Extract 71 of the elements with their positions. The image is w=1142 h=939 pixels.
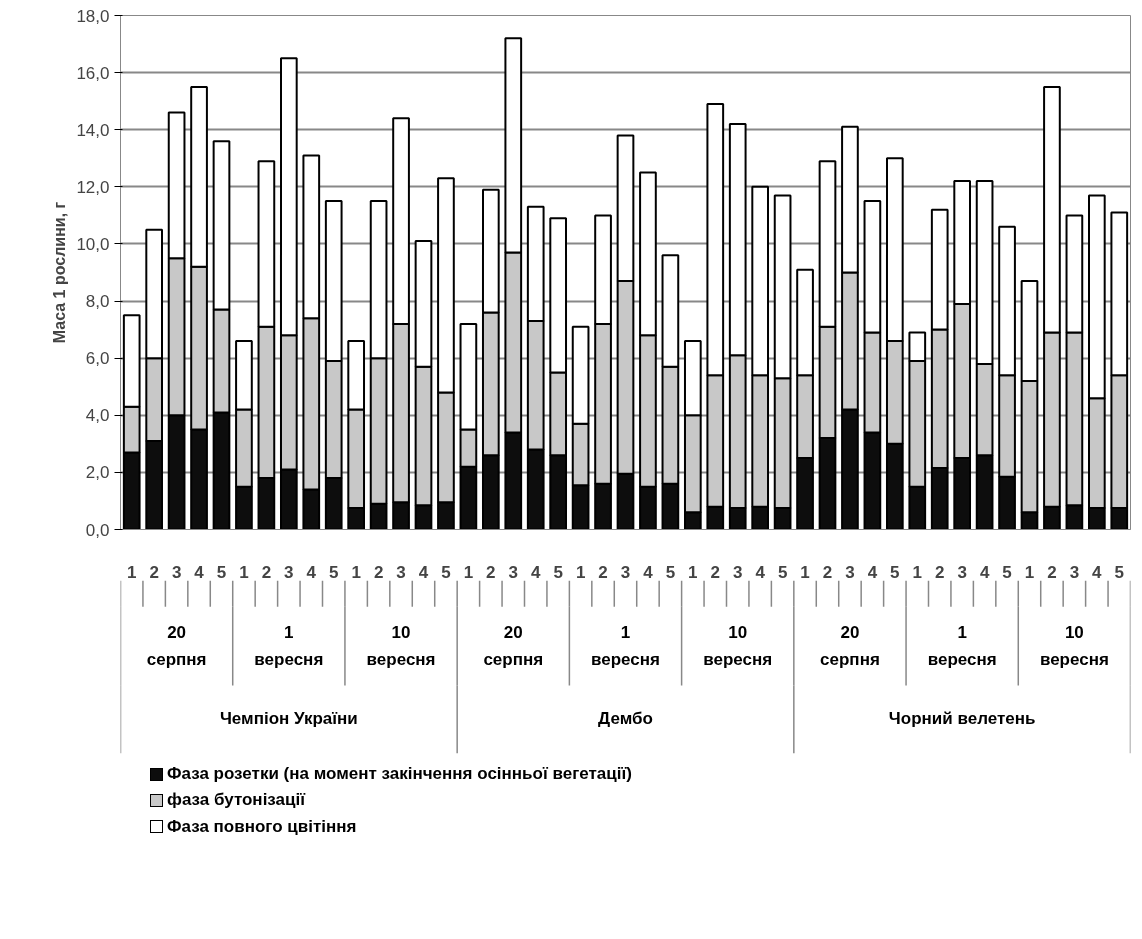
x-tick-label: 5 — [216, 562, 227, 582]
x-tick-label: 2 — [822, 562, 833, 582]
x-tick-label: 1 — [463, 562, 474, 582]
x-tick-label: 5 — [441, 562, 451, 582]
x-tick-label: 3 — [1069, 562, 1080, 582]
x-tick-label: 1 — [1024, 562, 1035, 582]
x-tick-label: 4 — [979, 562, 990, 582]
text: 10 вересня — [703, 623, 773, 669]
x-tick-label: 5 — [553, 562, 563, 582]
x-tick-label: 1 — [239, 562, 249, 582]
x-tick-label: 1 — [800, 562, 810, 582]
x-tick-label: 4 — [1092, 562, 1103, 582]
y-tick-label: 12,0 — [76, 177, 110, 197]
x-tick-label: 3 — [732, 562, 743, 582]
x-tick-label: 2 — [1047, 562, 1057, 582]
x-tick-label: 2 — [710, 562, 721, 582]
x-tick-label: 3 — [508, 562, 519, 582]
x-tick-label: 1 — [126, 562, 137, 582]
x-tick-label: 3 — [845, 562, 855, 582]
x-tick-label: 1 — [912, 562, 923, 582]
y-axis-title: Маса 1 рослини, г — [51, 201, 69, 344]
text: Дембо — [598, 708, 653, 728]
text: 1 вересня — [254, 623, 324, 669]
x-tick-label: 5 — [777, 562, 788, 582]
x-tick-label: 1 — [575, 562, 586, 582]
x-tick-label: 5 — [328, 562, 339, 582]
x-tick-label: 5 — [665, 562, 676, 582]
legend-label: фаза бутонізації — [166, 789, 307, 812]
text: 20 серпня — [820, 623, 880, 669]
x-tick-label: 4 — [530, 562, 541, 582]
text: 10 вересня — [1039, 623, 1109, 669]
y-tick-label: 0,0 — [85, 520, 110, 540]
x-tick-label: 4 — [867, 562, 878, 582]
x-tick-label: 3 — [396, 562, 406, 582]
x-tick-label: 4 — [418, 562, 429, 582]
y-tick-label: 10,0 — [76, 234, 110, 254]
x-tick-label: 5 — [1002, 562, 1012, 582]
x-tick-label: 3 — [957, 562, 967, 582]
x-tick-label: 2 — [149, 562, 159, 582]
text: 20 серпня — [146, 623, 207, 669]
text: 1 вересня — [591, 623, 660, 669]
x-tick-label: 1 — [351, 562, 361, 582]
text: Чемпіон України — [219, 708, 358, 728]
legend-label: Фаза розетки (на момент закінчення осінньої вегетації) — [166, 763, 632, 785]
y-tick-label: 14,0 — [76, 120, 110, 140]
y-tick-label: 4,0 — [85, 406, 110, 426]
x-tick-label: 4 — [306, 562, 317, 582]
y-tick-label: 8,0 — [85, 292, 110, 312]
x-tick-label: 3 — [171, 562, 182, 582]
x-tick-label: 2 — [934, 562, 945, 582]
y-tick-label: 2,0 — [85, 463, 110, 483]
y-tick-label: 6,0 — [85, 349, 110, 369]
y-tick-label: 18,0 — [76, 6, 110, 26]
x-tick-label: 2 — [598, 562, 608, 582]
x-tick-label: 5 — [890, 562, 900, 582]
y-tick-label: 16,0 — [76, 63, 110, 83]
x-tick-label: 2 — [261, 562, 272, 582]
x-tick-label: 5 — [1114, 562, 1125, 582]
x-tick-label: 2 — [373, 562, 384, 582]
x-tick-label: 4 — [643, 562, 654, 582]
text: 20 серпня — [483, 623, 544, 669]
x-tick-label: 4 — [755, 562, 766, 582]
legend-label: Фаза повного цвітіння — [166, 815, 358, 838]
x-tick-label: 3 — [284, 562, 294, 582]
text: 10 вересня — [366, 623, 436, 669]
text: Чорний велетень — [888, 708, 1036, 728]
x-tick-label: 4 — [194, 562, 205, 582]
x-tick-label: 1 — [688, 562, 698, 582]
text: 1 вересня — [927, 623, 997, 669]
x-tick-label: 2 — [486, 562, 496, 582]
x-tick-label: 3 — [620, 562, 631, 582]
